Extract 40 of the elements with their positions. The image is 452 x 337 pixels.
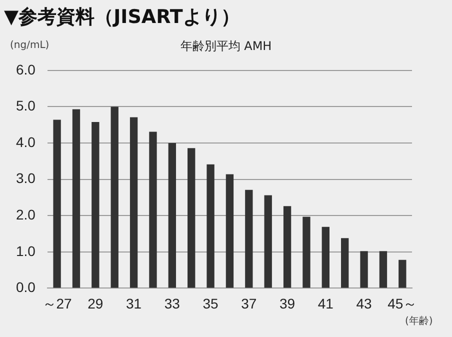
chart-subtitle: 年齢別平均 AMH: [180, 39, 272, 53]
bar: [341, 238, 349, 288]
bar: [264, 195, 272, 288]
bar: [188, 148, 196, 288]
y-tick-label: 1.0: [16, 242, 36, 259]
y-tick-label: 5.0: [16, 98, 36, 114]
bar: [379, 251, 388, 288]
x-tick-label: 39: [280, 295, 296, 312]
x-tick-label: 35: [202, 295, 219, 312]
y-tick-label: 6.0: [16, 61, 36, 78]
y-tick-label: 2.0: [16, 206, 36, 222]
x-tick-label: 33: [164, 295, 180, 312]
bar: [302, 216, 310, 288]
bar: [206, 164, 214, 288]
y-tick-label: 3.0: [16, 170, 36, 186]
bar: [360, 251, 368, 288]
bar: [283, 206, 292, 288]
x-tick-label: ～27: [42, 295, 72, 312]
x-tick-label: 45～: [388, 295, 418, 312]
bar: [72, 109, 80, 288]
x-tick-label: 29: [88, 295, 104, 312]
x-tick-label: 43: [356, 295, 372, 312]
bar: [226, 174, 234, 288]
x-axis-title: (年齢): [405, 314, 433, 328]
bar: [92, 122, 100, 288]
y-tick-label: 0.0: [16, 279, 36, 296]
bar: [398, 260, 406, 288]
bar: [149, 132, 157, 288]
bar: [130, 117, 138, 288]
x-tick-label: 37: [241, 295, 257, 312]
y-tick-label: 4.0: [16, 134, 36, 150]
bar: [53, 120, 61, 288]
bar: [110, 106, 118, 288]
chart-title: ▼参考資料（JISARTより）: [4, 5, 240, 30]
bar: [322, 226, 330, 288]
y-axis-title: (ng/mL): [10, 40, 50, 51]
x-tick-label: 31: [126, 295, 142, 312]
x-tick-label: 41: [318, 295, 334, 312]
bar: [168, 143, 176, 288]
bar: [245, 190, 253, 288]
